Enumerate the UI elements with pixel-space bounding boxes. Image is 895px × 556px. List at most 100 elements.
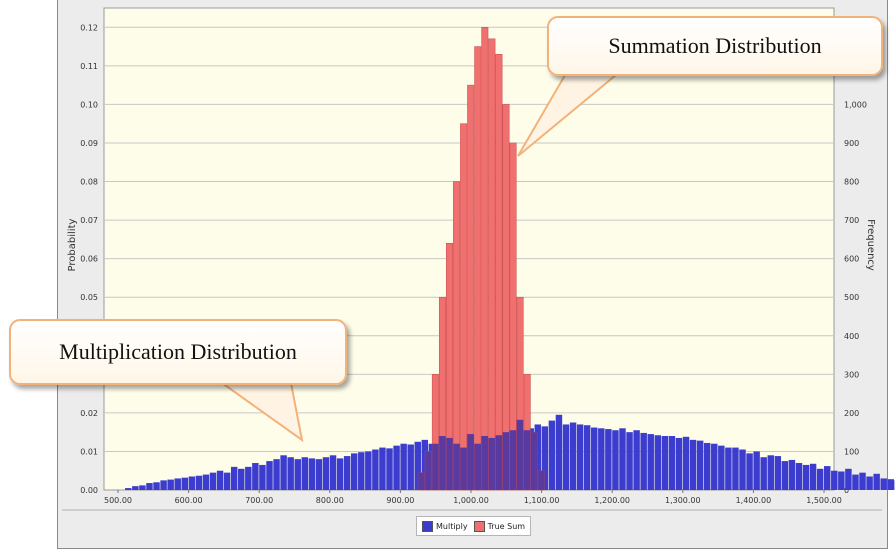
bar-multiply	[230, 466, 238, 490]
bar-multiply	[421, 439, 429, 490]
y-left-tick-label: 0.09	[80, 139, 98, 148]
bar-multiply	[125, 488, 132, 490]
x-tick-label: 1,000.00	[453, 496, 489, 505]
bar-overlap	[516, 419, 524, 490]
legend-label-multiply: Multiply	[436, 521, 468, 531]
bar-multiply	[506, 430, 513, 490]
x-tick-label: 1,200.00	[594, 496, 630, 505]
bar-multiply	[541, 426, 549, 490]
bar-multiply	[428, 443, 436, 490]
bar-multiply	[675, 437, 683, 490]
y-left-tick-label: 0.10	[80, 100, 98, 109]
bar-multiply	[569, 422, 577, 490]
bar-multiply	[809, 463, 817, 490]
bar-multiply	[576, 424, 584, 490]
bar-multiply	[188, 476, 196, 490]
y-right-tick-label: 0	[844, 486, 849, 495]
bar-multiply	[788, 459, 796, 490]
summation-callout-text: Summation Distribution	[608, 33, 822, 58]
y-right-tick-label: 800	[844, 178, 859, 187]
bar-multiply	[372, 449, 379, 490]
x-tick-label: 1,100.00	[524, 496, 560, 505]
bar-multiply	[393, 445, 400, 490]
bar-multiply	[802, 464, 810, 490]
y-right-tick-label: 200	[844, 409, 859, 418]
bar-multiply	[661, 436, 669, 490]
bar-true-sum	[481, 27, 489, 491]
bar-overlap	[467, 434, 474, 490]
bar-multiply	[308, 458, 316, 490]
bar-multiply	[562, 424, 570, 490]
bar-multiply	[513, 419, 520, 490]
bar-multiply	[880, 478, 887, 490]
bar-multiply	[259, 464, 266, 490]
y-right-tick-label: 400	[844, 332, 859, 341]
bar-overlap	[446, 437, 453, 490]
multiplication-callout: Multiplication Distribution	[9, 319, 347, 385]
bar-multiply	[696, 440, 704, 490]
bar-multiply	[838, 471, 845, 490]
bar-multiply	[223, 472, 231, 490]
bar-multiply	[386, 448, 393, 490]
x-tick-label: 600.00	[175, 496, 203, 505]
bar-multiply	[449, 443, 457, 490]
bar-multiply	[238, 468, 245, 490]
bar-multiply	[859, 472, 866, 490]
legend: Multiply True Sum	[416, 516, 532, 536]
bar-multiply	[350, 453, 358, 490]
y-left-axis-title: Probability	[67, 218, 78, 271]
bar-multiply	[598, 428, 605, 490]
bar-multiply	[774, 456, 782, 490]
bar-multiply	[202, 474, 210, 490]
bar-overlap	[502, 432, 510, 490]
bar-overlap	[439, 436, 446, 490]
bar-multiply	[626, 432, 633, 490]
x-tick-label: 900.00	[386, 496, 414, 505]
bar-multiply	[343, 456, 351, 490]
bar-overlap	[523, 430, 531, 490]
y-left-tick-label: 0.01	[80, 447, 98, 456]
bar-multiply	[725, 447, 732, 490]
bar-multiply	[520, 430, 527, 490]
y-right-tick-label: 600	[844, 255, 859, 264]
bar-multiply	[322, 457, 330, 490]
bar-multiply	[760, 457, 767, 490]
bar-multiply	[365, 451, 372, 490]
bar-multiply	[252, 463, 259, 490]
legend-label-true-sum: True Sum	[487, 521, 526, 531]
bar-multiply	[174, 478, 181, 490]
bar-multiply	[435, 436, 443, 490]
bar-multiply	[583, 425, 591, 490]
legend-swatch-multiply	[422, 520, 433, 532]
bar-multiply	[358, 452, 365, 490]
bar-multiply	[605, 429, 612, 490]
bar-overlap	[474, 443, 481, 490]
bar-multiply	[654, 435, 662, 490]
bar-multiply	[781, 461, 789, 490]
x-tick-label: 800.00	[316, 496, 344, 505]
y-left-tick-label: 0.07	[80, 216, 98, 225]
y-right-tick-label: 700	[844, 216, 859, 225]
legend-swatch-true-sum	[473, 520, 485, 532]
bar-multiply	[195, 475, 203, 490]
bar-multiply	[555, 414, 563, 490]
bar-overlap	[495, 435, 503, 490]
bar-multiply	[442, 437, 450, 490]
bar-multiply	[478, 436, 485, 490]
bar-multiply	[329, 455, 337, 490]
bar-multiply	[718, 445, 725, 490]
summation-callout: Summation Distribution	[547, 16, 883, 76]
bar-multiply	[711, 443, 718, 490]
bar-multiply	[463, 434, 471, 490]
y-right-tick-label: 500	[844, 293, 859, 302]
bar-multiply	[167, 479, 174, 490]
bar-multiply	[492, 435, 499, 490]
bar-multiply	[640, 432, 647, 490]
bar-overlap	[531, 432, 538, 490]
bar-overlap	[481, 436, 489, 490]
bar-multiply	[633, 430, 640, 490]
y-right-tick-label: 100	[844, 447, 859, 456]
bar-multiply	[287, 457, 294, 490]
bar-multiply	[591, 427, 598, 490]
bar-overlap	[509, 430, 517, 490]
